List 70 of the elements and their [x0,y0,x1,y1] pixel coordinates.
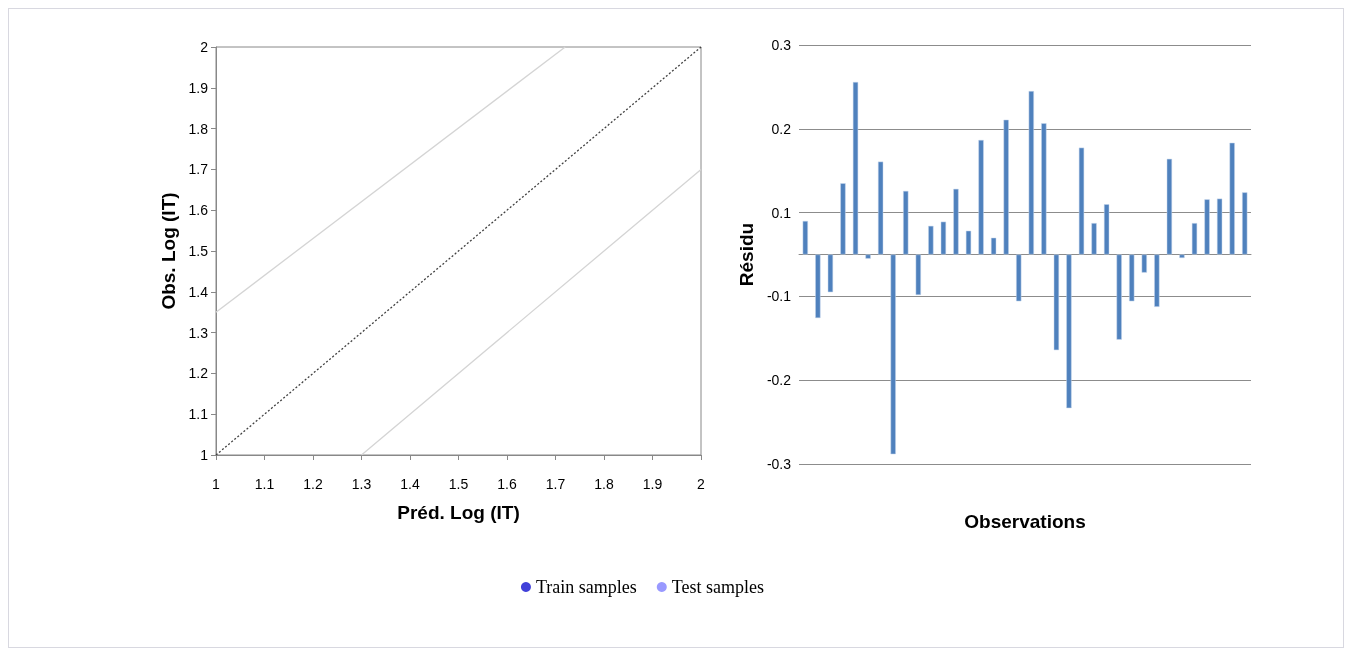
bar [1028,91,1034,255]
bar [1103,204,1110,255]
y-tick-label: 1.6 [188,202,209,219]
bar [1016,254,1022,302]
bar [1242,192,1248,255]
x-tick-label: 1.1 [254,476,275,492]
x-axis-title: Préd. Log (IT) [397,502,520,523]
y-tick-label: -0.1 [766,288,792,305]
y-tick-label: 1.5 [188,243,209,259]
y-tick-label: 0.3 [771,37,792,53]
bar [940,221,947,255]
x-tick-label: 1.8 [594,476,614,492]
y-tick-label: 0.2 [771,120,792,137]
bar [877,161,884,255]
bar [903,190,909,255]
bar [852,82,859,255]
y-axis-title: Obs. Log (IT) [157,192,179,310]
y-tick-label: 1.7 [188,161,209,178]
y-tick-label: 1.4 [188,283,209,300]
x-tick-label: 1 [212,476,221,492]
bar [1204,199,1210,255]
bar [978,139,984,255]
y-tick-label: 1.2 [188,365,209,382]
y-tick-label: 1.1 [188,406,209,423]
y-tick-label: 0.1 [771,204,792,221]
legend-label: Train samples [535,577,637,597]
bar [1041,123,1047,255]
x-tick-label: 1.3 [351,476,372,492]
y-tick-label: -0.3 [766,456,792,472]
bar [990,237,997,255]
bar [815,254,821,319]
legend-label: Test samples [671,577,765,597]
bar [1216,198,1223,255]
bar [1191,223,1198,255]
y-tick-label: 1.3 [188,324,209,341]
bar [1179,254,1185,258]
x-tick-label: 1.2 [303,476,323,492]
bar [1129,254,1135,302]
bar [827,254,834,293]
bar [1154,254,1160,307]
bar [1116,254,1122,340]
x-tick-label: 1.7 [545,476,566,492]
bar [890,254,896,455]
bar [1003,119,1009,255]
y-tick-label: 1 [200,447,209,463]
bar [1078,147,1085,255]
x-axis-title: Observations [964,511,1086,532]
x-tick-label: 1.5 [448,476,469,492]
y-tick-label: 2 [200,39,209,55]
y-tick-label: 1.8 [188,120,209,137]
bar [840,183,846,255]
bar [928,225,934,255]
y-tick-label: -0.2 [766,372,792,389]
bar [965,230,972,255]
bar [1229,142,1235,255]
bar [1166,158,1173,255]
y-axis-title: Résidu [736,222,757,287]
bar [865,254,871,259]
x-tick-label: 1.6 [497,476,517,492]
bar [1066,254,1072,409]
bar [1053,254,1060,351]
y-tick-label: 1.9 [188,79,209,96]
bar [953,188,959,255]
bar [915,254,921,295]
bar [802,220,808,255]
x-tick-label: 2 [697,476,706,492]
bar [1141,254,1147,273]
x-tick-label: 1.9 [642,476,663,492]
x-tick-label: 1.4 [400,476,420,492]
bar [1091,223,1097,255]
